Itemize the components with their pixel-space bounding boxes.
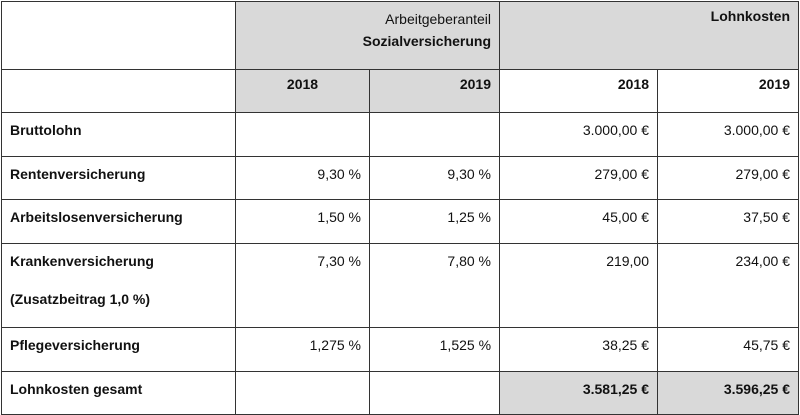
header-arbeitgeberanteil-line2: Sozialversicherung — [362, 33, 492, 49]
cell-ag-2019: 9,30 % — [368, 156, 501, 200]
cell-lk-2018: 219,00 — [499, 243, 659, 328]
row-label: Rentenversicherung — [1, 156, 236, 200]
cell-ag-2018: 1,50 % — [235, 199, 370, 244]
cell-lk-2018: 45,00 € — [499, 199, 659, 244]
row-label: Pflegeversicherung — [1, 327, 236, 372]
header-arbeitgeberanteil-line1: Arbeitgeberanteil — [385, 11, 492, 27]
cell-lk-2018: 279,00 € — [499, 156, 659, 200]
row-note: (Zusatzbeitrag 1,0 %) — [10, 291, 151, 307]
year-ag-2019: 2019 — [368, 69, 501, 113]
cell-ag-2018: 9,30 % — [235, 156, 370, 200]
cell-ag-2018 — [235, 371, 370, 415]
cell-lk-2019: 45,75 € — [657, 327, 800, 372]
cell-lk-2019: 234,00 € — [657, 243, 800, 328]
header-row-years: 2018 2019 2018 2019 — [1, 69, 800, 113]
header-row-groups: Arbeitgeberanteil Sozialversicherung Loh… — [1, 1, 800, 70]
cell-ag-2019: 7,80 % — [368, 243, 501, 328]
header-empty-cell — [1, 69, 236, 113]
table-row: Rentenversicherung 9,30 % 9,30 % 279,00 … — [1, 156, 800, 200]
header-arbeitgeberanteil: Arbeitgeberanteil Sozialversicherung — [234, 1, 501, 70]
cell-total-2019: 3.596,25 € — [657, 371, 800, 415]
table-row: Arbeitslosenversicherung 1,50 % 1,25 % 4… — [1, 199, 800, 244]
cell-lk-2018: 3.000,00 € — [499, 112, 659, 157]
row-label: Krankenversicherung — [10, 253, 154, 269]
table-row: Pflegeversicherung 1,275 % 1,525 % 38,25… — [1, 327, 800, 372]
cell-ag-2018: 7,30 % — [235, 243, 370, 328]
year-lk-2019: 2019 — [657, 69, 800, 113]
cell-ag-2019: 1,25 % — [368, 199, 501, 244]
year-lk-2018: 2018 — [499, 69, 659, 113]
table-row: Krankenversicherung (Zusatzbeitrag 1,0 %… — [1, 243, 800, 328]
row-label: Lohnkosten gesamt — [1, 371, 236, 415]
cell-ag-2019 — [368, 371, 501, 415]
cell-total-2018: 3.581,25 € — [499, 371, 659, 415]
row-label: Bruttolohn — [1, 112, 236, 157]
row-label-cell: Krankenversicherung (Zusatzbeitrag 1,0 %… — [1, 243, 236, 328]
cell-lk-2019: 3.000,00 € — [657, 112, 800, 157]
total-row: Lohnkosten gesamt 3.581,25 € 3.596,25 € — [1, 371, 800, 415]
table-row: Bruttolohn 3.000,00 € 3.000,00 € — [1, 112, 800, 157]
cell-lk-2019: 37,50 € — [657, 199, 800, 244]
cell-ag-2018 — [235, 112, 370, 157]
cell-lk-2018: 38,25 € — [499, 327, 659, 372]
header-lohnkosten: Lohnkosten — [499, 1, 800, 70]
cell-ag-2019 — [368, 112, 501, 157]
header-empty-cell — [1, 1, 236, 70]
cell-ag-2018: 1,275 % — [235, 327, 370, 372]
cell-ag-2019: 1,525 % — [368, 327, 501, 372]
row-label: Arbeitslosenversicherung — [1, 199, 236, 244]
year-ag-2018: 2018 — [235, 69, 370, 113]
cell-lk-2019: 279,00 € — [657, 156, 800, 200]
